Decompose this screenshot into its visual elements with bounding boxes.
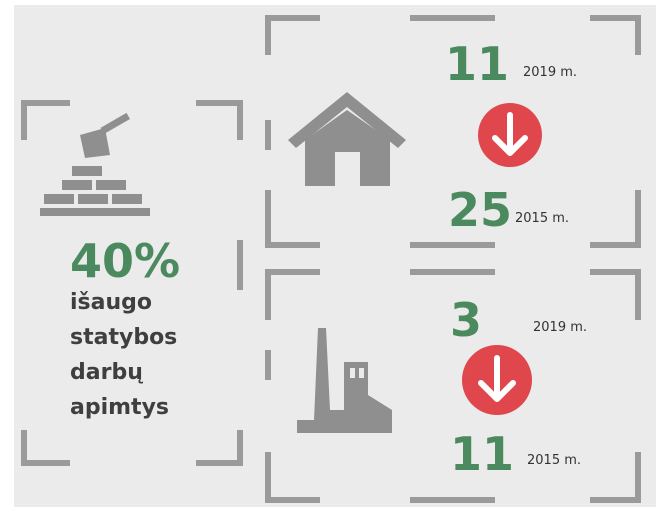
growth-value: 40% xyxy=(70,234,180,288)
caption-line: išaugo xyxy=(70,290,152,315)
year-label: 2015 m. xyxy=(527,453,581,468)
caption-line: statybos xyxy=(70,325,177,350)
down-arrow xyxy=(462,345,532,415)
side-ticks xyxy=(237,120,271,380)
brackets xyxy=(21,15,641,503)
caption-line: darbų xyxy=(70,360,143,385)
year-label: 2019 m. xyxy=(523,65,577,80)
bottom-bracket xyxy=(265,269,641,503)
year-label: 2015 m. xyxy=(515,211,569,226)
caption-line: apimtys xyxy=(70,395,169,420)
down-arrow xyxy=(478,103,542,167)
top-bracket xyxy=(265,15,641,248)
factory-icon xyxy=(297,328,392,433)
count-value: 11 xyxy=(450,427,514,481)
house-icon xyxy=(288,92,406,186)
year-label: 2019 m. xyxy=(533,320,587,335)
construction-icon xyxy=(40,112,150,216)
count-value: 25 xyxy=(448,183,512,237)
left-bracket xyxy=(21,100,243,466)
count-value: 3 xyxy=(450,293,482,347)
count-value: 11 xyxy=(445,37,509,91)
